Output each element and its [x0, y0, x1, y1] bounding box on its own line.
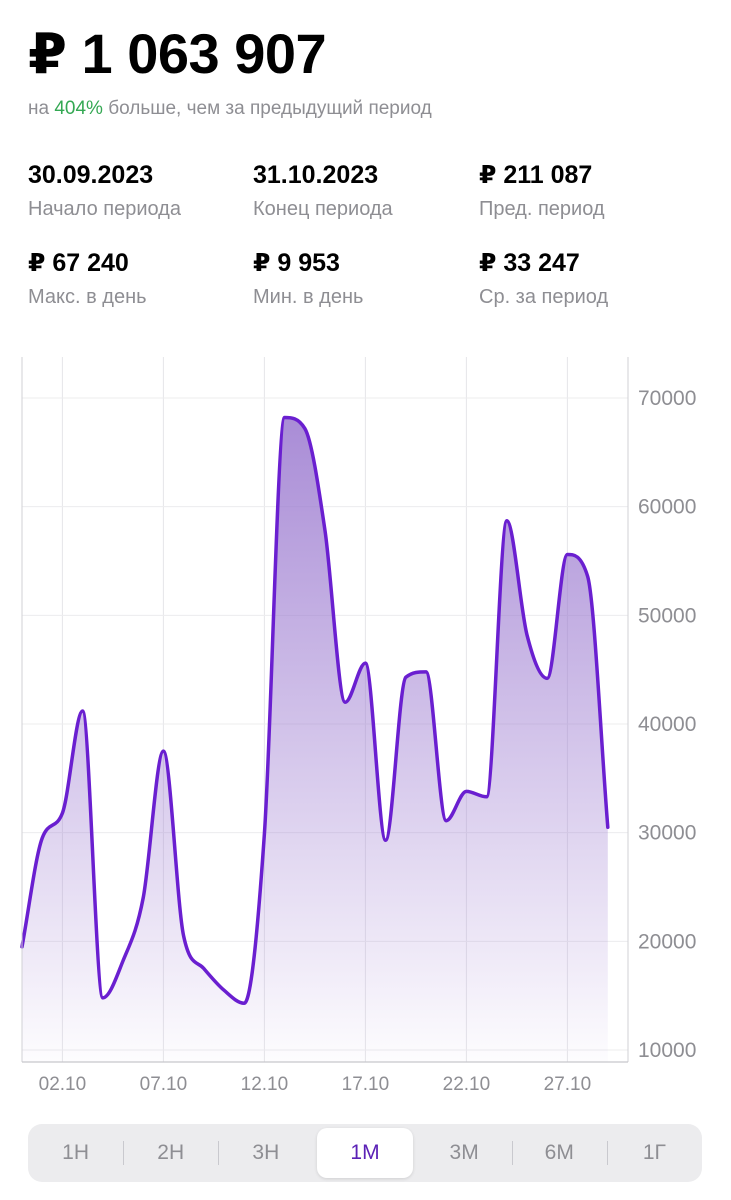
data-point — [564, 551, 570, 557]
y-tick-label: 30000 — [638, 822, 696, 845]
y-tick-label: 50000 — [638, 604, 696, 627]
data-point — [59, 810, 65, 816]
series-area — [22, 417, 608, 1062]
series-line — [20, 415, 610, 1006]
subtitle-prefix: на — [28, 98, 55, 119]
subtitle-suffix: больше, чем за предыдущий период — [102, 98, 432, 119]
total-amount: ₽ 1 063 907 — [28, 22, 327, 85]
data-point — [302, 425, 308, 431]
stat-label: Ср. за период — [479, 286, 609, 308]
data-point — [463, 788, 469, 794]
data-point — [585, 573, 591, 579]
stat-average-per-period: ₽ 33 247 Ср. за период — [479, 248, 699, 310]
x-tick-label: 07.10 — [140, 1074, 188, 1095]
data-point — [403, 674, 409, 680]
chart-axes — [21, 357, 629, 1063]
data-point — [100, 995, 106, 1001]
data-point — [80, 708, 86, 714]
data-point — [39, 835, 45, 841]
stat-value: ₽ 33 247 — [479, 249, 580, 277]
data-point — [423, 669, 429, 675]
stat-label: Мин. в день — [253, 286, 364, 308]
period-6m[interactable]: 6М — [511, 1128, 607, 1178]
data-point — [221, 987, 227, 993]
data-point — [201, 966, 207, 972]
data-point — [160, 748, 166, 754]
x-tick-label: 17.10 — [342, 1074, 390, 1095]
growth-percent: 404% — [54, 98, 103, 119]
data-point — [261, 831, 267, 837]
y-tick-label: 70000 — [638, 387, 696, 410]
y-tick-label: 10000 — [638, 1039, 696, 1062]
stat-value: ₽ 9 953 — [253, 249, 340, 277]
data-point — [282, 415, 288, 421]
y-tick-label: 20000 — [638, 930, 696, 953]
data-point — [181, 933, 187, 939]
stat-previous-period: ₽ 211 087 Пред. период — [479, 160, 699, 222]
data-point — [383, 837, 389, 843]
stat-period-start: 30.09.2023 Начало периода — [28, 160, 248, 222]
data-point — [241, 1000, 247, 1006]
x-tick-label: 27.10 — [544, 1074, 592, 1095]
data-point — [362, 660, 368, 666]
y-axis-labels: 10000 20000 30000 40000 50000 60000 70000 — [638, 387, 696, 1062]
stat-label: Макс. в день — [28, 286, 147, 308]
stat-value: 31.10.2023 — [253, 161, 379, 189]
stat-period-end: 31.10.2023 Конец периода — [253, 160, 473, 222]
data-point — [524, 632, 530, 638]
period-3m[interactable]: 3М — [449, 1141, 479, 1164]
comparison-subtitle: на 404% больше, чем за предыдущий период — [28, 96, 432, 122]
data-point — [504, 518, 510, 524]
stat-label: Пред. период — [479, 198, 605, 220]
stat-value: 30.09.2023 — [28, 161, 154, 189]
x-axis-labels: 02.10 07.10 12.10 17.10 22.10 27.10 — [39, 1074, 592, 1095]
period-2w[interactable]: 2Н — [123, 1128, 218, 1178]
data-point — [140, 895, 146, 901]
data-point — [544, 675, 550, 681]
y-tick-label: 60000 — [638, 496, 696, 519]
data-point — [443, 818, 449, 824]
stat-min-per-day: ₽ 9 953 Мин. в день — [253, 248, 473, 310]
data-point — [322, 528, 328, 534]
y-tick-label: 40000 — [638, 713, 696, 736]
stat-label: Начало периода — [28, 198, 181, 220]
period-1w[interactable]: 1Н — [62, 1141, 89, 1164]
data-point — [605, 824, 611, 830]
data-point — [342, 699, 348, 705]
stat-max-per-day: ₽ 67 240 Макс. в день — [28, 248, 248, 310]
period-1m[interactable]: 1М — [317, 1128, 413, 1178]
data-point — [484, 794, 490, 800]
x-tick-label: 02.10 — [39, 1074, 87, 1095]
revenue-chart[interactable]: 02.10 07.10 12.10 17.10 22.10 27.10 10000 2000… — [0, 350, 731, 1100]
stat-value: ₽ 67 240 — [28, 249, 129, 277]
period-3w[interactable]: 3Н — [218, 1128, 313, 1178]
x-tick-label: 22.10 — [443, 1074, 491, 1095]
period-1y[interactable]: 1Г — [606, 1128, 702, 1178]
period-selector: 1Н 2Н 3Н 1М 3М 6М 1Г — [28, 1124, 702, 1182]
data-point — [120, 958, 126, 964]
x-tick-label: 12.10 — [241, 1074, 289, 1095]
stat-value: ₽ 211 087 — [479, 161, 593, 189]
stat-label: Конец периода — [253, 198, 393, 220]
